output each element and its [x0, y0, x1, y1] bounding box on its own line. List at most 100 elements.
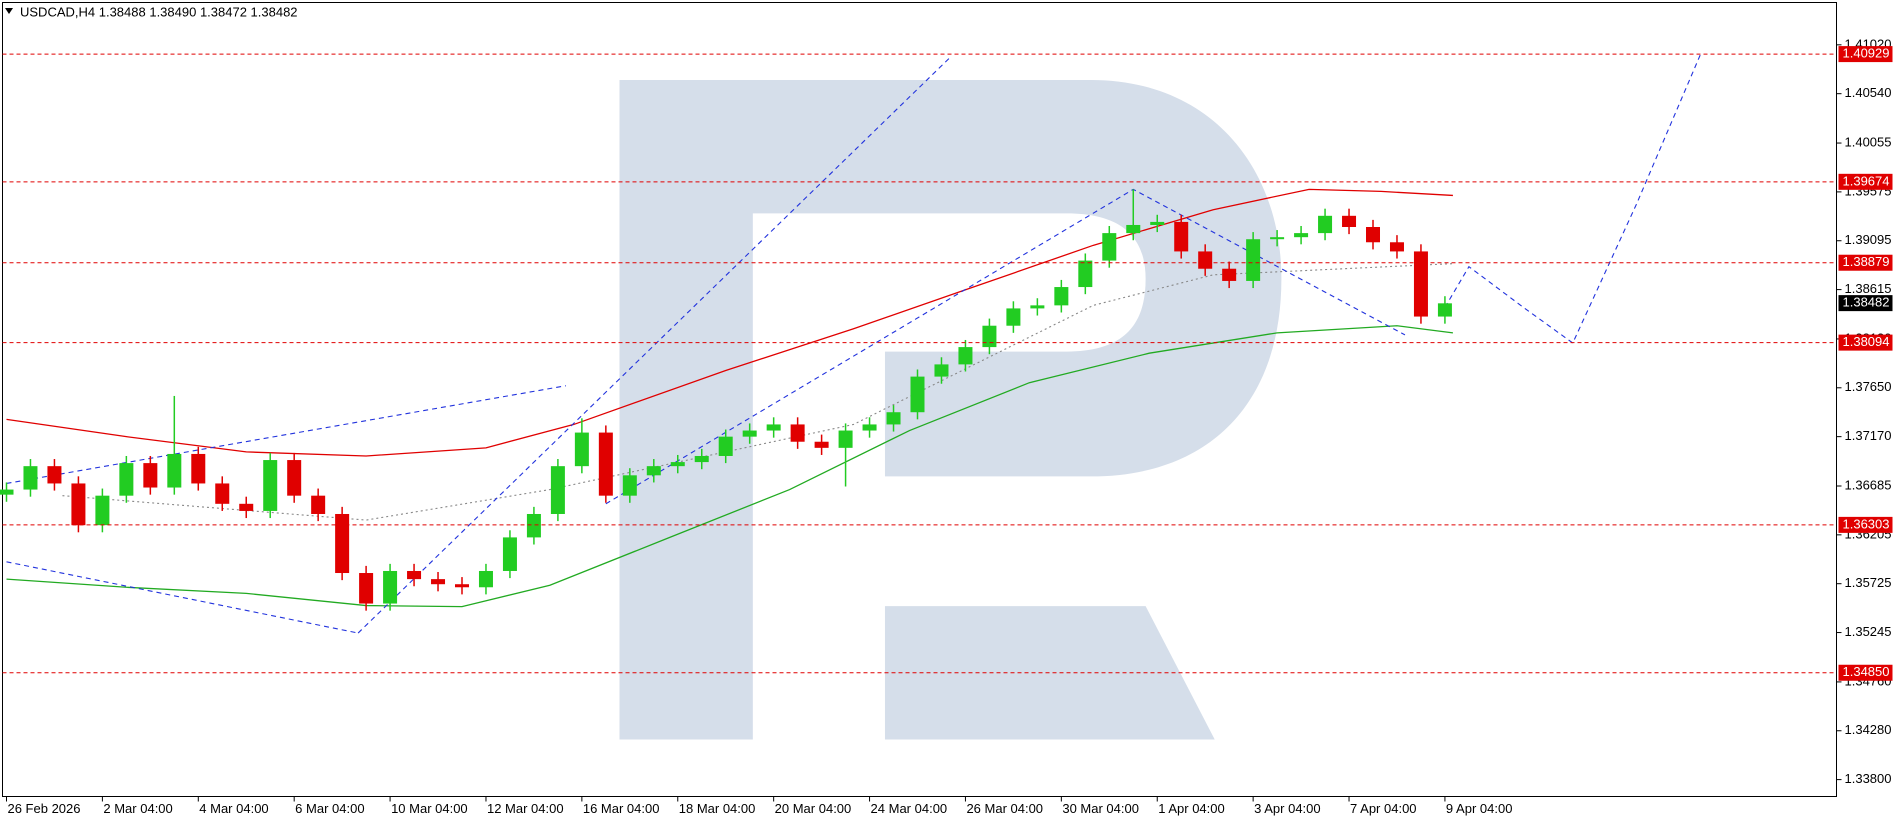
level-label: 1.40929	[1843, 46, 1890, 61]
candle-body	[143, 463, 158, 488]
level-label-box	[1838, 334, 1893, 351]
x-tick-label: 12 Mar 04:00	[487, 801, 564, 816]
x-tick-label: 3 Apr 04:00	[1254, 801, 1321, 816]
candle-body	[646, 466, 661, 476]
candle-body	[1342, 215, 1357, 228]
candle-body	[814, 441, 829, 448]
x-tick-label: 26 Mar 04:00	[966, 801, 1043, 816]
candle-body	[1222, 268, 1237, 281]
overlay-line	[605, 188, 1406, 505]
y-tick-label: 1.35725	[1845, 575, 1892, 590]
last-price-box	[1838, 295, 1893, 312]
level-label: 1.39674	[1843, 173, 1890, 188]
candle-body	[1318, 215, 1333, 234]
overlay-line	[357, 57, 950, 634]
candle-body	[1006, 308, 1021, 326]
candle-body	[407, 570, 422, 580]
candle-body	[958, 347, 973, 365]
level-label-box	[1838, 173, 1893, 190]
level-label-box	[1838, 46, 1893, 63]
x-tick-label: 2 Mar 04:00	[103, 801, 172, 816]
candle-body	[574, 432, 589, 467]
x-tick-label: 30 Mar 04:00	[1062, 801, 1139, 816]
candle-body	[934, 364, 949, 377]
overlay-line	[62, 263, 1453, 521]
candle-body	[1246, 239, 1261, 281]
overlay-line	[1444, 53, 1702, 344]
plot-frame	[2, 2, 1837, 797]
x-tick-label: 16 Mar 04:00	[583, 801, 660, 816]
candle-body	[910, 376, 925, 413]
level-label: 1.38094	[1843, 334, 1890, 349]
candle-body	[23, 466, 38, 490]
x-tick-label: 18 Mar 04:00	[679, 801, 756, 816]
candle-body	[0, 489, 14, 495]
y-tick-label: 1.37650	[1845, 379, 1892, 394]
candle-body	[526, 513, 541, 538]
candle-body	[167, 453, 182, 488]
y-tick-label: 1.33800	[1845, 771, 1892, 786]
candle-body	[1102, 233, 1117, 261]
level-label-box	[1838, 254, 1893, 271]
watermark-logo	[619, 80, 1282, 740]
y-tick-label: 1.38615	[1845, 281, 1892, 296]
candle-body	[1437, 303, 1452, 317]
candle-body	[598, 432, 613, 496]
candle-body	[1174, 221, 1189, 252]
x-tick-label: 9 Apr 04:00	[1446, 801, 1513, 816]
y-tick-label: 1.39095	[1845, 232, 1892, 247]
candle-body	[119, 463, 134, 496]
y-tick-label: 1.34280	[1845, 722, 1892, 737]
candle-body	[862, 424, 877, 431]
candle-body	[838, 430, 853, 448]
y-tick-label: 1.36685	[1845, 477, 1892, 492]
level-label: 1.36303	[1843, 516, 1890, 531]
candle-body	[1389, 242, 1404, 252]
candle-body	[454, 584, 469, 588]
candle-body	[287, 460, 302, 496]
candle-body	[1198, 251, 1213, 269]
candle-body	[1078, 260, 1093, 288]
candle-body	[335, 513, 350, 574]
overlay-line	[6, 561, 359, 634]
candle-body	[718, 436, 733, 456]
level-label: 1.34850	[1843, 664, 1890, 679]
candle-body	[239, 503, 254, 511]
candle-body	[95, 495, 110, 526]
candle-body	[886, 412, 901, 425]
candle-body	[670, 462, 685, 467]
candle-body	[71, 483, 86, 526]
x-tick-label: 4 Mar 04:00	[199, 801, 268, 816]
candle-body	[1366, 227, 1381, 243]
candle-body	[1126, 224, 1141, 234]
overlay-line	[6, 325, 1454, 608]
x-tick-label: 20 Mar 04:00	[775, 801, 852, 816]
x-tick-label: 10 Mar 04:00	[391, 801, 468, 816]
candle-body	[502, 537, 517, 571]
candle-body	[1294, 233, 1309, 238]
y-tick-label: 1.40055	[1845, 134, 1892, 149]
candle-body	[478, 570, 493, 588]
candle-body	[1270, 237, 1285, 240]
candle-body	[431, 579, 446, 585]
candle-body	[694, 455, 709, 463]
logo-letter	[619, 80, 1282, 740]
candle-body	[550, 466, 565, 514]
logo-leg	[884, 606, 1215, 740]
y-tick-label: 1.37170	[1845, 428, 1892, 443]
x-tick-label: 24 Mar 04:00	[871, 801, 948, 816]
x-tick-label: 7 Apr 04:00	[1350, 801, 1417, 816]
candle-body	[790, 424, 805, 442]
last-price-label: 1.38482	[1843, 295, 1890, 310]
candle-body	[383, 570, 398, 604]
candle-body	[191, 453, 206, 484]
x-tick-label: 6 Mar 04:00	[295, 801, 364, 816]
candle-body	[215, 483, 230, 504]
x-tick-label: 26 Feb 2026	[7, 801, 80, 816]
chart-header: USDCAD,H4 1.38488 1.38490 1.38472 1.3848…	[20, 4, 298, 19]
candle-body	[359, 573, 374, 604]
candle-body	[1030, 305, 1045, 309]
y-tick-label: 1.35245	[1845, 624, 1892, 639]
